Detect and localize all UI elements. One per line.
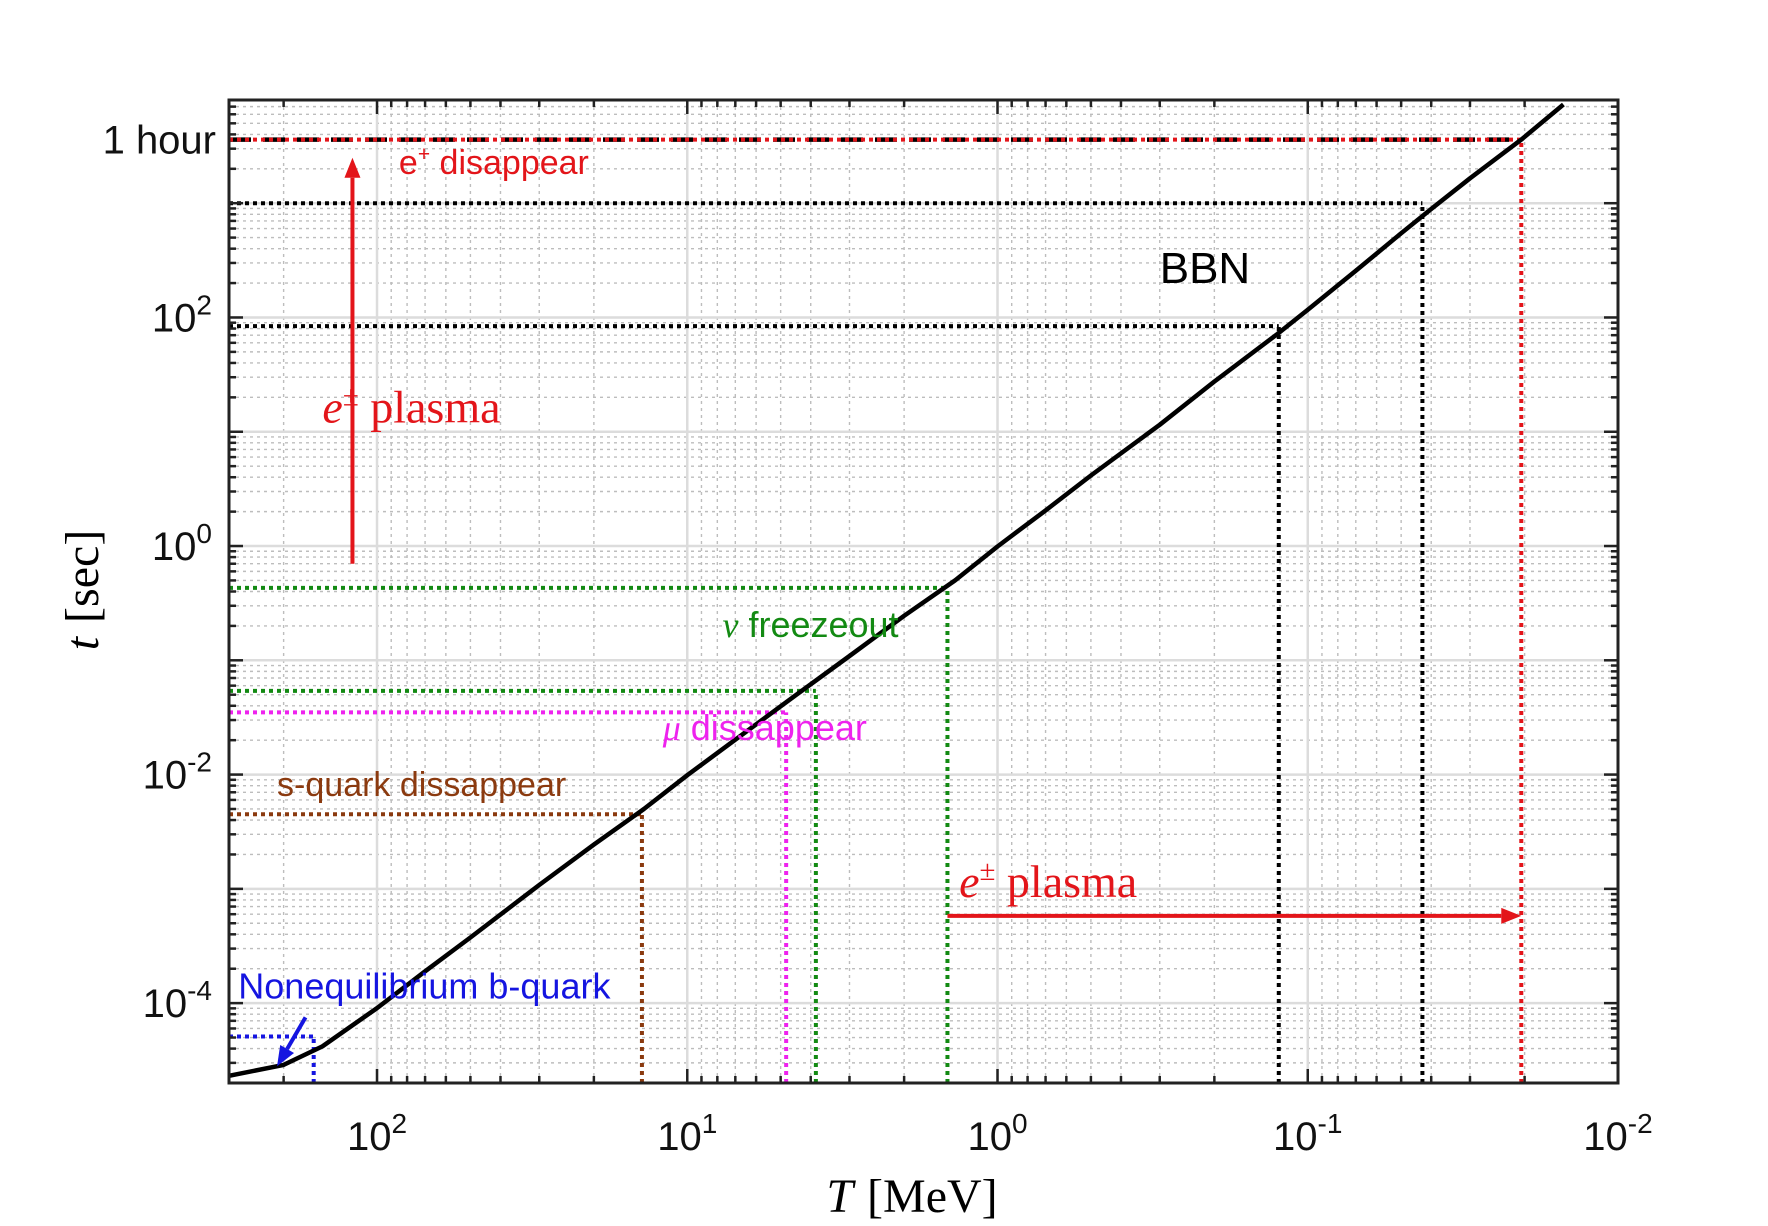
annotation-bbn: BBN (1160, 244, 1250, 293)
arrow-head (344, 157, 361, 178)
x-axis-variable: T (826, 1170, 856, 1223)
time-temperature-curve (228, 102, 1565, 1079)
reference-lines (229, 137, 1524, 1083)
y-tick-label: 100 (152, 518, 212, 569)
y-tick-label: 102 (152, 289, 212, 340)
annotation-epm-plasma-horizontal: e± plasma (959, 855, 1137, 907)
tick-labels: 102 101 100 10-1 10-2 10-4 10-2 100 102 1 hour (103, 119, 1653, 1159)
x-tick-label: 100 (967, 1108, 1027, 1159)
y-axis-unit: [sec] (56, 530, 109, 623)
arrow-shaft (285, 1016, 308, 1051)
arrows-layer (277, 157, 1522, 1067)
x-tick-label: 10-2 (1583, 1108, 1652, 1159)
arrow-head (1501, 907, 1522, 924)
arrow-head (277, 1044, 295, 1067)
axes-frame (227, 98, 1620, 1085)
annotation-s-quark-dissappear: s-quark dissappear (277, 766, 566, 804)
x-tick-label: 10-1 (1273, 1108, 1342, 1159)
x-axis-label: T [MeV] (826, 1170, 997, 1223)
y-tick-label: 10-2 (143, 747, 212, 798)
annotation-e-plus-disappear: e+ disappear (399, 143, 589, 182)
x-tick-label: 101 (657, 1108, 717, 1159)
annotations-layer: e+ disappear BBN e± plasma ν freezeout μ dis… (238, 143, 1250, 1006)
annotation-nonequilibrium-b-quark: Nonequilibrium b-quark (238, 965, 611, 1006)
annotation-nu-freezeout: ν freezeout (722, 604, 898, 645)
series-layer (228, 102, 1565, 1079)
y-tick-label: 10-4 (143, 975, 212, 1026)
x-tick-label: 102 (347, 1108, 407, 1159)
annotation-mu-dissappear: μ dissappear (662, 707, 867, 748)
x-axis-unit: [MeV] (867, 1170, 998, 1223)
y-tick-label-1-hour: 1 hour (103, 119, 216, 163)
annotation-epm-plasma-vertical: e± plasma (322, 381, 500, 433)
y-axis-label: t [sec] (56, 530, 109, 651)
y-axis-variable: t (56, 635, 109, 650)
